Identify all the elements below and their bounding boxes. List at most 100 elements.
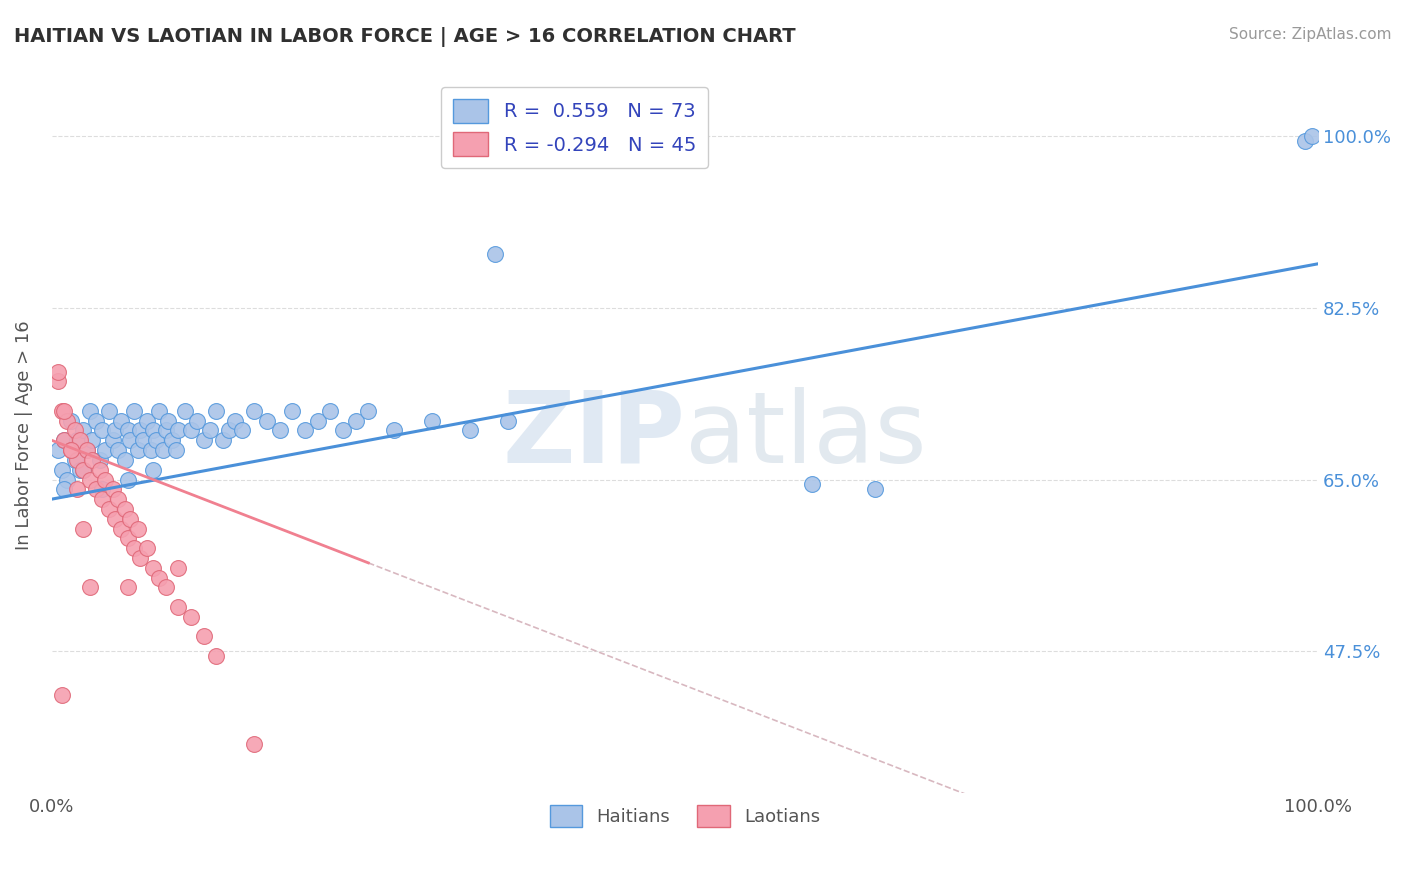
Point xyxy=(72,463,94,477)
Point xyxy=(79,473,101,487)
Point xyxy=(142,424,165,438)
Point xyxy=(180,610,202,624)
Point xyxy=(1295,134,1317,148)
Point xyxy=(107,492,129,507)
Point xyxy=(211,434,233,448)
Point xyxy=(129,551,152,566)
Point xyxy=(82,434,104,448)
Point xyxy=(122,404,145,418)
Point xyxy=(79,581,101,595)
Point xyxy=(101,483,124,497)
Point xyxy=(51,463,73,477)
Point xyxy=(79,404,101,418)
Point xyxy=(148,404,170,418)
Point xyxy=(117,473,139,487)
Point xyxy=(114,502,136,516)
Point xyxy=(344,414,367,428)
Point xyxy=(167,600,190,615)
Point xyxy=(863,483,886,497)
Point xyxy=(139,443,162,458)
Point xyxy=(281,404,304,418)
Point xyxy=(155,581,177,595)
Point xyxy=(155,424,177,438)
Point xyxy=(122,541,145,556)
Point xyxy=(127,443,149,458)
Text: atlas: atlas xyxy=(685,387,927,483)
Point xyxy=(72,522,94,536)
Point xyxy=(243,737,266,751)
Point xyxy=(89,453,111,467)
Point xyxy=(167,424,190,438)
Point xyxy=(152,443,174,458)
Point xyxy=(186,414,208,428)
Point xyxy=(319,404,342,418)
Point xyxy=(82,453,104,467)
Y-axis label: In Labor Force | Age > 16: In Labor Force | Age > 16 xyxy=(15,320,32,550)
Point xyxy=(104,424,127,438)
Point xyxy=(167,561,190,575)
Point xyxy=(205,648,228,663)
Point xyxy=(72,424,94,438)
Point xyxy=(110,522,132,536)
Point xyxy=(800,477,823,491)
Point xyxy=(307,414,329,428)
Point xyxy=(104,512,127,526)
Point xyxy=(107,443,129,458)
Point xyxy=(145,434,167,448)
Point xyxy=(294,424,316,438)
Point xyxy=(193,629,215,643)
Point xyxy=(46,443,69,458)
Point xyxy=(157,414,180,428)
Point xyxy=(193,434,215,448)
Point xyxy=(46,365,69,379)
Point xyxy=(101,434,124,448)
Point xyxy=(84,414,107,428)
Point xyxy=(496,414,519,428)
Point xyxy=(1301,129,1323,144)
Point xyxy=(231,424,253,438)
Point xyxy=(53,434,76,448)
Point xyxy=(243,404,266,418)
Point xyxy=(117,424,139,438)
Point xyxy=(117,532,139,546)
Point xyxy=(205,404,228,418)
Point xyxy=(224,414,246,428)
Point xyxy=(46,375,69,389)
Point xyxy=(132,434,155,448)
Point xyxy=(94,443,117,458)
Point xyxy=(66,453,89,467)
Point xyxy=(110,414,132,428)
Point xyxy=(59,414,82,428)
Point xyxy=(120,512,142,526)
Point xyxy=(198,424,221,438)
Point xyxy=(91,483,114,497)
Point xyxy=(256,414,278,428)
Legend: Haitians, Laotians: Haitians, Laotians xyxy=(543,798,828,834)
Text: HAITIAN VS LAOTIAN IN LABOR FORCE | AGE > 16 CORRELATION CHART: HAITIAN VS LAOTIAN IN LABOR FORCE | AGE … xyxy=(14,27,796,46)
Point xyxy=(53,434,76,448)
Point xyxy=(165,443,187,458)
Point xyxy=(69,434,91,448)
Point xyxy=(120,434,142,448)
Point xyxy=(180,424,202,438)
Point xyxy=(218,424,240,438)
Point xyxy=(91,492,114,507)
Point xyxy=(148,571,170,585)
Point xyxy=(51,688,73,702)
Point xyxy=(66,434,89,448)
Point xyxy=(484,247,506,261)
Point xyxy=(127,522,149,536)
Point xyxy=(97,404,120,418)
Point xyxy=(56,414,79,428)
Point xyxy=(129,424,152,438)
Point xyxy=(160,434,183,448)
Point xyxy=(91,424,114,438)
Point xyxy=(76,443,98,458)
Point xyxy=(173,404,195,418)
Point xyxy=(142,463,165,477)
Point xyxy=(117,581,139,595)
Point xyxy=(59,443,82,458)
Point xyxy=(89,463,111,477)
Point xyxy=(53,404,76,418)
Point xyxy=(135,541,157,556)
